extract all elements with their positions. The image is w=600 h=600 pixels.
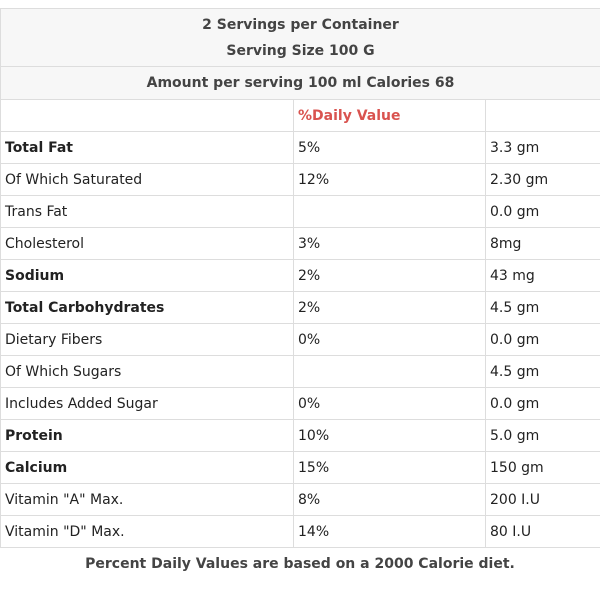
nutrient-row: Dietary Fibers 0% 0.0 gm	[0, 323, 600, 356]
nutrient-amount: 80 I.U	[485, 515, 600, 548]
nutrient-label: Trans Fat	[0, 195, 294, 228]
nutrient-amount: 4.5 gm	[485, 291, 600, 324]
nutrient-row: Sodium 2% 43 mg	[0, 259, 600, 292]
nutrient-label: Sodium	[0, 259, 294, 292]
nutrition-panel: 2 Servings per Container Serving Size 10…	[0, 8, 600, 572]
empty-cell	[0, 99, 294, 132]
nutrient-daily: 3%	[293, 227, 486, 260]
nutrient-row: Total Fat 5% 3.3 gm	[0, 131, 600, 164]
nutrient-row: Of Which Saturated 12% 2.30 gm	[0, 163, 600, 196]
nutrient-label: Total Carbohydrates	[0, 291, 294, 324]
nutrient-row: Total Carbohydrates 2% 4.5 gm	[0, 291, 600, 324]
amount-cell: Amount per serving 100 ml Calories 68	[0, 66, 600, 100]
nutrient-daily: 2%	[293, 291, 486, 324]
nutrient-label: Calcium	[0, 451, 294, 484]
nutrient-amount: 0.0 gm	[485, 323, 600, 356]
nutrient-label: Cholesterol	[0, 227, 294, 260]
nutrient-daily	[293, 355, 486, 388]
nutrient-daily: 0%	[293, 387, 486, 420]
nutrient-label: Dietary Fibers	[0, 323, 294, 356]
nutrient-daily: 12%	[293, 163, 486, 196]
amount-row: Amount per serving 100 ml Calories 68	[0, 66, 600, 100]
nutrient-amount: 150 gm	[485, 451, 600, 484]
nutrient-amount: 2.30 gm	[485, 163, 600, 196]
nutrient-label: Vitamin "A" Max.	[0, 483, 294, 516]
nutrient-label: Vitamin "D" Max.	[0, 515, 294, 548]
nutrient-amount: 0.0 gm	[485, 195, 600, 228]
nutrient-daily: 5%	[293, 131, 486, 164]
nutrient-label: Protein	[0, 419, 294, 452]
nutrient-daily: 8%	[293, 483, 486, 516]
header-row: 2 Servings per Container Serving Size 10…	[0, 8, 600, 67]
nutrient-row: Cholesterol 3% 8mg	[0, 227, 600, 260]
nutrient-label: Total Fat	[0, 131, 294, 164]
nutrient-daily: 14%	[293, 515, 486, 548]
nutrient-daily	[293, 195, 486, 228]
nutrient-amount: 5.0 gm	[485, 419, 600, 452]
nutrient-amount: 200 I.U	[485, 483, 600, 516]
nutrient-amount: 8mg	[485, 227, 600, 260]
nutrient-daily: 0%	[293, 323, 486, 356]
header-line: Serving Size 100 G	[226, 42, 375, 59]
footer-note: Percent Daily Values are based on a 2000…	[85, 556, 515, 572]
nutrient-row: Of Which Sugars 4.5 gm	[0, 355, 600, 388]
nutrient-row: Vitamin "A" Max. 8% 200 I.U	[0, 483, 600, 516]
nutrient-row: Vitamin "D" Max. 14% 80 I.U	[0, 515, 600, 548]
nutrient-row: Protein 10% 5.0 gm	[0, 419, 600, 452]
nutrient-daily: 15%	[293, 451, 486, 484]
header-cell: 2 Servings per Container Serving Size 10…	[0, 8, 600, 67]
daily-header: %Daily Value	[293, 99, 486, 132]
nutrient-amount: 4.5 gm	[485, 355, 600, 388]
nutrition-table: 2 Servings per Container Serving Size 10…	[0, 8, 600, 548]
nutrient-daily: 10%	[293, 419, 486, 452]
empty-cell	[485, 99, 600, 132]
table-body: 2 Servings per Container Serving Size 10…	[0, 8, 600, 548]
header-line: 2 Servings per Container	[202, 16, 399, 33]
nutrient-label: Of Which Sugars	[0, 355, 294, 388]
nutrient-daily: 2%	[293, 259, 486, 292]
nutrient-row: Trans Fat 0.0 gm	[0, 195, 600, 228]
nutrient-amount: 3.3 gm	[485, 131, 600, 164]
nutrient-amount: 43 mg	[485, 259, 600, 292]
nutrient-label: Of Which Saturated	[0, 163, 294, 196]
column-header-row: %Daily Value	[0, 99, 600, 132]
nutrient-label: Includes Added Sugar	[0, 387, 294, 420]
nutrient-row: Calcium 15% 150 gm	[0, 451, 600, 484]
nutrient-row: Includes Added Sugar 0% 0.0 gm	[0, 387, 600, 420]
nutrient-amount: 0.0 gm	[485, 387, 600, 420]
